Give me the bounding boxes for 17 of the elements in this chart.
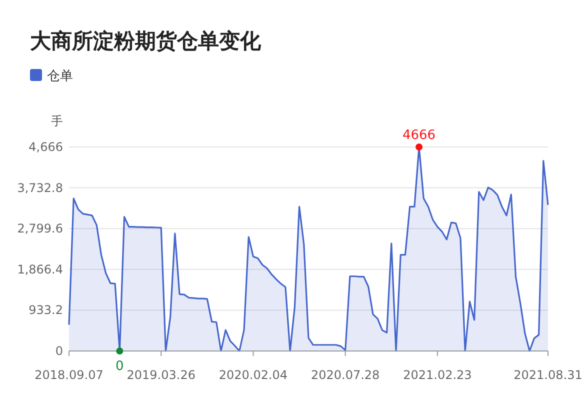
x-tick-label: 2020.07.28 (310, 368, 380, 382)
y-tick-label: 0 (55, 344, 63, 358)
annotation: 4666 (402, 128, 436, 143)
y-tick-label: 4,666 (28, 140, 63, 154)
y-tick-label: 2,799.6 (17, 222, 63, 236)
y-tick-label: 3,732.8 (17, 180, 63, 195)
y-tick-label: 1,866.4 (17, 262, 63, 276)
x-tick-label: 2020.02.04 (218, 368, 288, 382)
annotation: 0 (116, 359, 124, 374)
y-tick-label: 933.2 (28, 303, 63, 318)
legend-label: 仓单 (47, 69, 73, 84)
chart-title: 大商所淀粉期货仓单变化 (30, 29, 262, 53)
y-axis-title: 手 (51, 114, 63, 128)
x-tick-label: 2021.02.23 (403, 368, 472, 382)
x-tick-label: 2021.08.31 (514, 368, 582, 382)
x-tick-label: 2018.09.07 (34, 368, 104, 382)
x-tick-label: 2019.03.26 (126, 368, 196, 382)
